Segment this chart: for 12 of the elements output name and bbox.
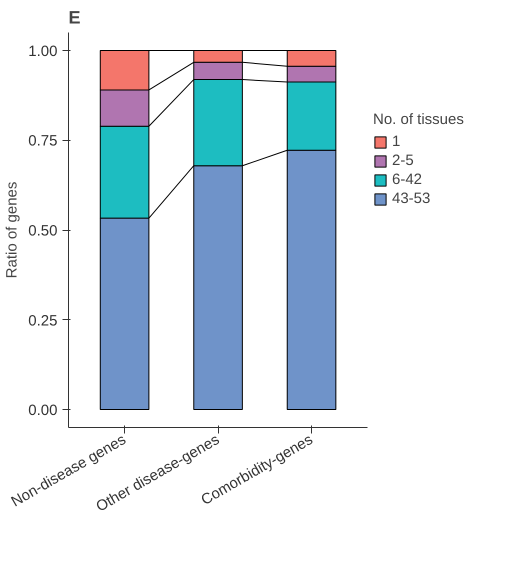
y-tick-label: 1.00 (28, 42, 58, 60)
legend-label: 43-53 (392, 190, 430, 207)
y-tick-label: 0.50 (28, 222, 58, 240)
y-tick-label: 0.75 (28, 132, 58, 150)
legend-label: 1 (392, 133, 402, 150)
legend-title: No. of tissues (373, 111, 464, 128)
chart-title: E (68, 8, 81, 28)
y-tick-label: 0.25 (28, 312, 58, 330)
y-axis-title: Ratio of genes (3, 182, 20, 278)
y-tick-label: 0.00 (28, 402, 58, 420)
legend-label: 2-5 (392, 152, 414, 169)
legend-label: 6-42 (392, 171, 422, 188)
